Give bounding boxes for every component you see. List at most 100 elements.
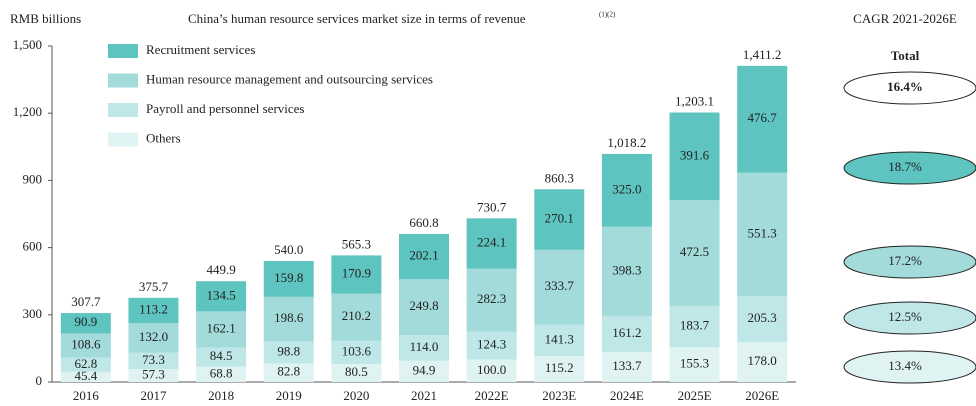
bar-segment bbox=[466, 331, 517, 360]
bar-segment bbox=[601, 226, 652, 316]
legend-label: Payroll and personnel services bbox=[146, 101, 304, 116]
bar-segment bbox=[196, 366, 247, 382]
cagr-label: 18.7% bbox=[888, 159, 922, 174]
x-tick-label: 2022E bbox=[475, 388, 509, 403]
value-label: 100.0 bbox=[477, 362, 506, 377]
bar-segment bbox=[60, 371, 111, 382]
value-label: 205.3 bbox=[748, 310, 777, 325]
x-tick-label: 2016 bbox=[73, 388, 100, 403]
cagr-label: 16.4% bbox=[887, 79, 923, 94]
value-label: 224.1 bbox=[477, 234, 506, 249]
legend-swatch bbox=[108, 132, 138, 147]
cagr-ellipse bbox=[843, 350, 976, 384]
bar-segment bbox=[399, 335, 449, 361]
bar-segment bbox=[331, 363, 382, 382]
value-label: 472.5 bbox=[680, 244, 709, 259]
bar-segment bbox=[669, 112, 720, 201]
bar-segment bbox=[331, 293, 382, 341]
bar-segment bbox=[534, 249, 585, 325]
bar-segment bbox=[534, 356, 585, 382]
total-label: 565.3 bbox=[342, 236, 371, 251]
bar-segment bbox=[331, 340, 382, 364]
x-tick-label: 2021 bbox=[411, 388, 437, 403]
value-label: 325.0 bbox=[612, 181, 641, 196]
value-label: 198.6 bbox=[274, 310, 304, 325]
x-tick-label: 2026E bbox=[745, 388, 779, 403]
x-tick-label: 2017 bbox=[140, 388, 167, 403]
bar-segment bbox=[128, 297, 179, 324]
x-tick-label: 2025E bbox=[678, 388, 712, 403]
value-label: 90.9 bbox=[74, 314, 97, 329]
value-label: 114.0 bbox=[410, 339, 439, 354]
value-label: 155.3 bbox=[680, 356, 709, 371]
value-label: 132.0 bbox=[139, 329, 168, 344]
value-label: 210.2 bbox=[342, 308, 371, 323]
value-label: 103.6 bbox=[342, 343, 372, 358]
value-label: 57.3 bbox=[142, 367, 165, 382]
value-label: 73.3 bbox=[142, 352, 165, 367]
cagr-header: Total bbox=[891, 48, 920, 63]
bar-segment bbox=[128, 352, 179, 370]
value-label: 202.1 bbox=[409, 248, 438, 263]
x-tick-label: 2018 bbox=[208, 388, 234, 403]
value-label: 115.2 bbox=[545, 360, 574, 375]
value-label: 159.8 bbox=[274, 270, 303, 285]
bar-segment bbox=[196, 347, 247, 367]
value-label: 270.1 bbox=[545, 211, 574, 226]
bar-segment bbox=[466, 218, 517, 269]
total-label: 449.9 bbox=[206, 262, 235, 277]
bar-segment bbox=[669, 347, 720, 382]
legend-label: Human resource management and outsourcin… bbox=[146, 71, 433, 86]
total-label: 1,018.2 bbox=[607, 135, 646, 150]
value-label: 141.3 bbox=[545, 331, 574, 346]
bar-segment bbox=[737, 172, 788, 297]
bar-segment bbox=[128, 323, 179, 353]
y-tick-label: 300 bbox=[23, 306, 43, 321]
value-label: 162.1 bbox=[206, 320, 235, 335]
y-tick-label: 900 bbox=[23, 171, 43, 186]
value-label: 62.8 bbox=[74, 356, 97, 371]
legend-label: Others bbox=[146, 130, 181, 145]
value-label: 82.8 bbox=[277, 364, 300, 379]
bar-segment bbox=[466, 359, 517, 382]
bar-segment bbox=[601, 315, 652, 353]
total-label: 375.7 bbox=[139, 279, 169, 294]
value-label: 391.6 bbox=[680, 147, 710, 162]
bar-segment bbox=[196, 311, 247, 348]
bar-segment bbox=[263, 296, 314, 342]
bar-segment bbox=[601, 352, 652, 382]
bar-segment bbox=[263, 341, 314, 364]
y-axis-label: RMB billions bbox=[10, 11, 81, 26]
legend-swatch bbox=[108, 44, 138, 58]
bar-segment bbox=[399, 233, 449, 280]
legend-swatch bbox=[108, 103, 138, 117]
value-label: 249.8 bbox=[409, 298, 438, 313]
value-label: 333.7 bbox=[545, 278, 575, 293]
bar-segment bbox=[263, 363, 314, 382]
y-tick-label: 1,200 bbox=[13, 104, 42, 119]
value-label: 108.6 bbox=[71, 337, 101, 352]
value-label: 68.8 bbox=[210, 365, 233, 380]
value-label: 80.5 bbox=[345, 364, 368, 379]
value-label: 133.7 bbox=[612, 358, 642, 373]
bar-segment bbox=[399, 279, 449, 336]
y-tick-label: 600 bbox=[23, 239, 43, 254]
cagr-label: 13.4% bbox=[888, 358, 922, 373]
bar-segment bbox=[601, 153, 652, 227]
bar-segment bbox=[466, 268, 517, 332]
bar-segment bbox=[737, 342, 788, 382]
value-label: 398.3 bbox=[612, 262, 641, 277]
bar-segment bbox=[60, 357, 111, 372]
cagr-label: 12.5% bbox=[888, 309, 922, 324]
y-tick-label: 0 bbox=[36, 373, 43, 388]
cagr-label: 17.2% bbox=[888, 253, 922, 268]
bar-segment bbox=[669, 306, 720, 348]
cagr-ellipse bbox=[843, 71, 976, 105]
total-label: 730.7 bbox=[477, 199, 507, 214]
total-label: 1,203.1 bbox=[675, 93, 714, 108]
value-label: 282.3 bbox=[477, 291, 506, 306]
value-label: 476.7 bbox=[748, 110, 778, 125]
bar-segment bbox=[534, 189, 585, 250]
bar-segment bbox=[331, 255, 382, 294]
x-tick-label: 2019 bbox=[276, 388, 302, 403]
